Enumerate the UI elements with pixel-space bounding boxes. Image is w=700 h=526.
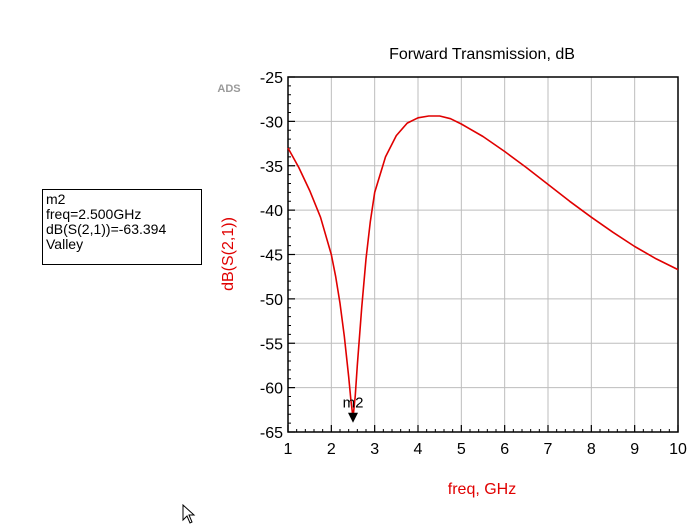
series-line bbox=[287, 115, 679, 419]
x-tick-label: 1 bbox=[284, 441, 293, 458]
chart-title: Forward Transmission, dB bbox=[389, 46, 575, 63]
y-tick-label: -25 bbox=[260, 70, 283, 87]
marker-frequency: freq=2.500GHz bbox=[46, 206, 142, 222]
y-tick-label: -55 bbox=[260, 336, 283, 353]
y-tick-label: -40 bbox=[260, 203, 283, 220]
y-tick-label: -30 bbox=[260, 114, 283, 131]
marker-name: m2 bbox=[46, 191, 66, 207]
marker-triangle bbox=[348, 412, 358, 423]
y-tick-label: -45 bbox=[260, 248, 283, 265]
marker-type: Valley bbox=[46, 236, 84, 252]
x-tick-label: 10 bbox=[669, 441, 687, 458]
y-tick-label: -50 bbox=[260, 292, 283, 309]
x-tick-label: 6 bbox=[500, 441, 509, 458]
plot-frame bbox=[287, 76, 679, 433]
x-tick-label: 4 bbox=[414, 441, 423, 458]
y-tick-label: -60 bbox=[260, 381, 283, 398]
y-tick-label: -65 bbox=[260, 425, 283, 442]
mouse-pointer-icon bbox=[182, 504, 196, 524]
x-tick-label: 8 bbox=[587, 441, 596, 458]
x-tick-label: 3 bbox=[370, 441, 379, 458]
marker-readout-box[interactable]: m2 freq=2.500GHz dB(S(2,1))=-63.394 Vall… bbox=[42, 189, 202, 265]
x-tick-label: 9 bbox=[630, 441, 639, 458]
ads-watermark: ADS bbox=[217, 83, 240, 95]
x-tick-label: 2 bbox=[327, 441, 336, 458]
y-tick-label: -35 bbox=[260, 159, 283, 176]
marker-label: m2 bbox=[343, 395, 364, 412]
marker-value: dB(S(2,1))=-63.394 bbox=[46, 221, 167, 237]
x-tick-label: 7 bbox=[544, 441, 553, 458]
x-tick-label: 5 bbox=[457, 441, 466, 458]
y-axis-label: dB(S(2,1)) bbox=[220, 217, 237, 291]
x-axis-label: freq, GHz bbox=[448, 481, 516, 498]
